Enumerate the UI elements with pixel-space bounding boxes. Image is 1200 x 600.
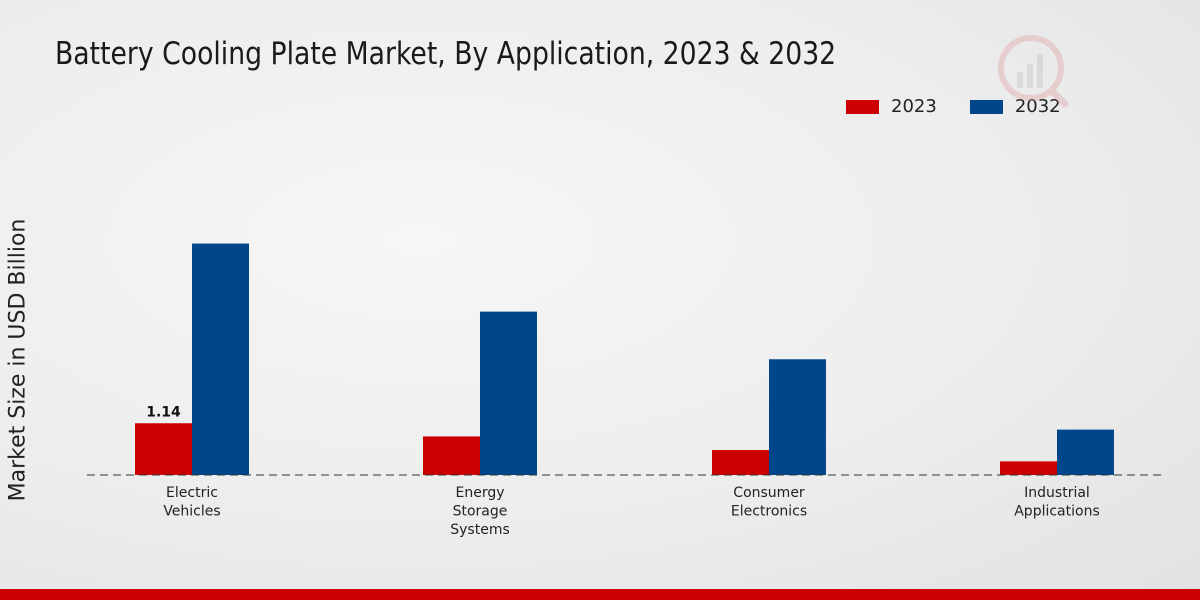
x-tick-label-0: Electric Vehicles — [163, 485, 220, 520]
bar-2032-3 — [1057, 429, 1114, 475]
legend-item-2023: 2023 — [846, 96, 937, 117]
logo-icon — [998, 35, 1069, 108]
bar-2032-0 — [192, 243, 249, 475]
bar-2023-2 — [712, 450, 769, 475]
legend-label-2032: 2032 — [1014, 96, 1061, 117]
bar-2023-3 — [1000, 461, 1057, 475]
legend-item-2032: 2032 — [969, 96, 1061, 117]
legend-label-2023: 2023 — [891, 96, 937, 117]
legend-swatch-2032 — [969, 99, 1003, 114]
x-tick-label-3: Industrial Applications — [1014, 485, 1100, 520]
legend-swatch-2023 — [846, 99, 879, 114]
bar-2023-1 — [423, 436, 480, 475]
legend: 2023 2032 — [846, 96, 1094, 117]
data-label-0: 1.14 — [146, 404, 181, 420]
bar-2032-2 — [769, 359, 826, 475]
bar-2023-0 — [135, 423, 192, 475]
bottom-accent-bar — [0, 589, 1200, 600]
x-tick-label-1: Energy Storage Systems — [450, 485, 510, 538]
chart-title: Battery Cooling Plate Market, By Applica… — [55, 36, 837, 72]
x-tick-label-2: Consumer Electronics — [731, 485, 807, 520]
bar-2032-1 — [480, 311, 537, 475]
